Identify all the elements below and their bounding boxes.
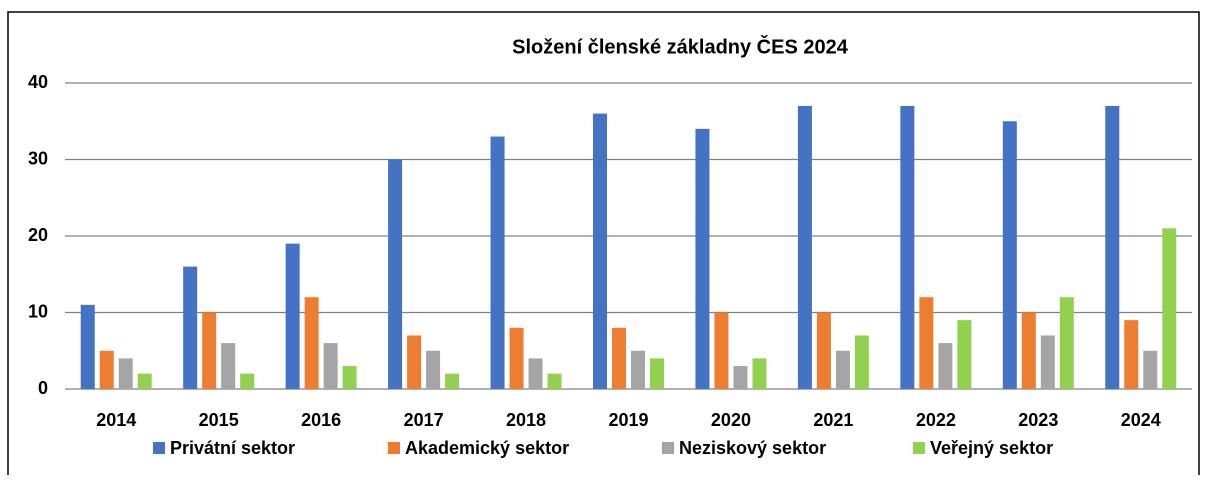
legend-label: Neziskový sektor — [679, 438, 826, 458]
bar — [1021, 312, 1036, 389]
bar — [509, 327, 524, 389]
bar — [490, 136, 505, 389]
x-tick-label: 2020 — [711, 410, 751, 430]
bar — [304, 297, 319, 389]
bar — [183, 266, 198, 389]
bar — [240, 373, 255, 389]
y-tick-label: 20 — [28, 225, 48, 245]
bar — [342, 366, 357, 389]
bar — [445, 373, 460, 389]
legend-swatch — [913, 442, 925, 454]
bar — [900, 105, 915, 389]
x-tick-label: 2021 — [813, 410, 853, 430]
bar — [137, 373, 152, 389]
bar — [733, 366, 748, 389]
bar — [285, 243, 300, 389]
bar — [528, 358, 543, 389]
bar — [407, 335, 422, 389]
legend-swatch — [662, 442, 674, 454]
bar — [118, 358, 133, 389]
bar — [797, 105, 812, 389]
bar — [221, 343, 236, 389]
legend-swatch — [388, 442, 400, 454]
bar — [650, 358, 664, 389]
bar — [202, 312, 217, 389]
bar — [612, 327, 626, 389]
y-tick-label: 0 — [38, 378, 48, 398]
x-tick-label: 2015 — [199, 410, 239, 430]
chart-title: Složení členské základny ČES 2024 — [512, 34, 849, 58]
bar — [1124, 320, 1139, 389]
legend-label: Veřejný sektor — [930, 438, 1053, 458]
bar — [547, 373, 562, 389]
bar — [816, 312, 831, 389]
bar — [1162, 228, 1177, 389]
bar — [1002, 121, 1017, 389]
bar — [80, 304, 95, 389]
bar — [593, 113, 607, 389]
legend-label: Privátní sektor — [170, 438, 295, 458]
y-tick-label: 30 — [28, 148, 48, 168]
bar — [695, 128, 710, 389]
bar — [323, 343, 338, 389]
bar — [426, 350, 441, 389]
bar — [1143, 350, 1158, 389]
x-tick-label: 2024 — [1121, 410, 1161, 430]
bar — [752, 358, 767, 389]
bar — [1040, 335, 1055, 389]
bar — [99, 350, 114, 389]
legend-label: Akademický sektor — [405, 438, 569, 458]
bar — [854, 335, 869, 389]
legend-swatch — [153, 442, 165, 454]
bar — [919, 297, 934, 389]
x-tick-label: 2014 — [96, 410, 136, 430]
bar — [388, 159, 403, 389]
x-tick-label: 2023 — [1018, 410, 1058, 430]
bar — [1105, 105, 1120, 389]
x-tick-label: 2016 — [301, 410, 341, 430]
x-tick-label: 2022 — [916, 410, 956, 430]
x-tick-label: 2017 — [404, 410, 444, 430]
bar — [631, 350, 645, 389]
y-tick-label: 40 — [28, 72, 48, 92]
bar — [714, 312, 729, 389]
bar — [938, 343, 953, 389]
bar — [957, 320, 972, 389]
x-tick-label: 2018 — [506, 410, 546, 430]
x-tick-label: 2019 — [608, 410, 648, 430]
bar — [1059, 297, 1074, 389]
y-tick-label: 10 — [28, 301, 48, 321]
bar — [835, 350, 850, 389]
